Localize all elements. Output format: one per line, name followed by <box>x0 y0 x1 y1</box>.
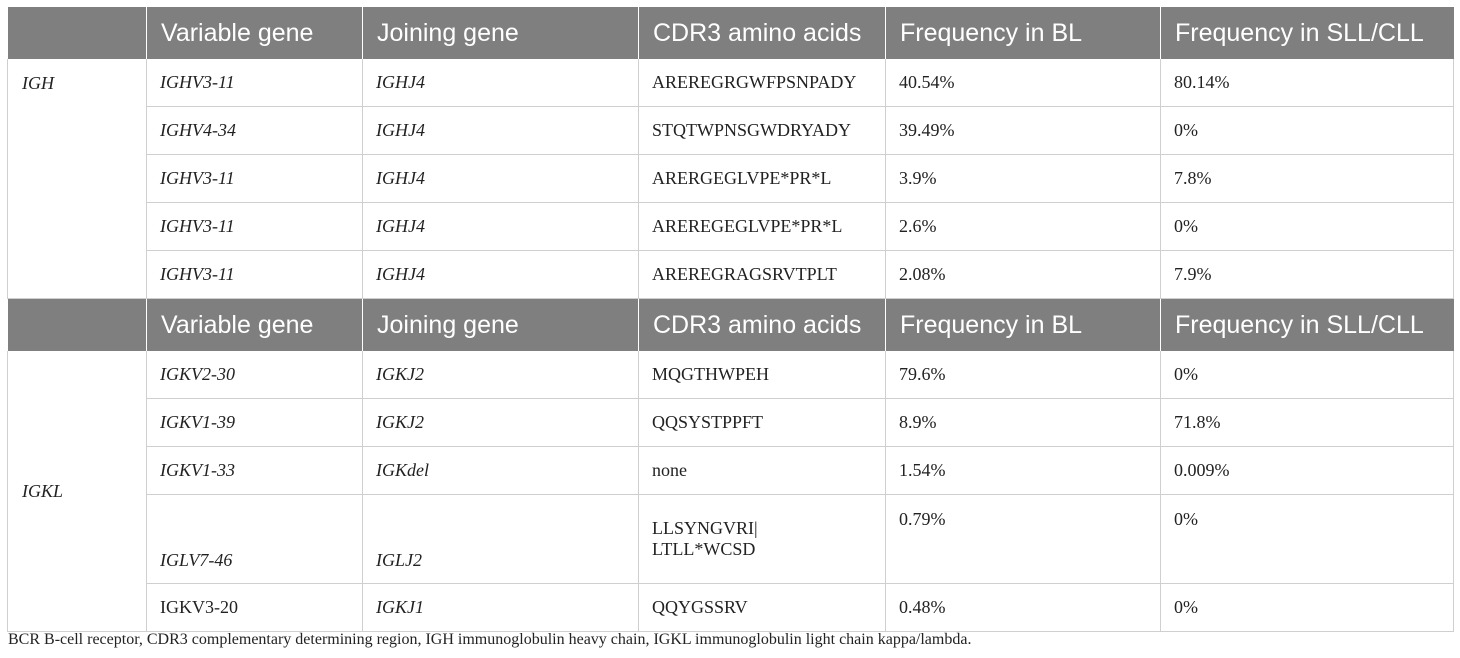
variable-gene-cell: IGKV3-20 <box>146 583 363 632</box>
joining-gene-cell: IGHJ4 <box>362 154 639 203</box>
frequency-sll-cell: 7.9% <box>1160 250 1454 299</box>
header-variable-gene: Variable gene <box>146 7 363 59</box>
header-row: Variable gene Joining gene CDR3 amino ac… <box>7 298 1454 351</box>
joining-gene-cell: IGKJ1 <box>362 583 639 632</box>
frequency-sll-cell: 0% <box>1160 202 1454 251</box>
variable-gene-cell: IGHV4-34 <box>146 106 363 155</box>
header-joining-gene: Joining gene <box>362 7 639 59</box>
table-row: IGHV3-11 IGHJ4 AREREGRAGSRVTPLT 2.08% 7.… <box>8 250 1454 299</box>
variable-gene-cell: IGHV3-11 <box>146 202 363 251</box>
variable-gene-cell: IGLV7-46 <box>146 494 363 584</box>
header-cdr3: CDR3 amino acids <box>638 7 886 59</box>
table-row: IGKV3-20 IGKJ1 QQYGSSRV 0.48% 0% <box>8 583 1454 632</box>
bcr-table: Variable gene Joining gene CDR3 amino ac… <box>7 7 1454 632</box>
frequency-bl-cell: 8.9% <box>885 398 1161 447</box>
cdr3-line: LLSYNGVRI| <box>652 518 758 538</box>
frequency-bl-cell: 2.6% <box>885 202 1161 251</box>
frequency-sll-cell: 0% <box>1160 494 1454 584</box>
joining-gene-cell: IGHJ4 <box>362 202 639 251</box>
header-frequency-sll: Frequency in SLL/CLL <box>1160 7 1454 59</box>
joining-gene-cell: IGHJ4 <box>362 250 639 299</box>
variable-gene-cell: IGKV2-30 <box>146 351 363 399</box>
header-joining-gene: Joining gene <box>362 298 639 351</box>
cdr3-cell: AREREGRGWFPSNPADY <box>638 59 886 107</box>
table-row: IGLV7-46 IGLJ2 LLSYNGVRI| LTLL*WCSD 0.79… <box>8 494 1454 584</box>
cdr3-cell: STQTWPNSGWDRYADY <box>638 106 886 155</box>
frequency-bl-cell: 40.54% <box>885 59 1161 107</box>
cdr3-cell: none <box>638 446 886 495</box>
table-container: Variable gene Joining gene CDR3 amino ac… <box>7 7 1454 632</box>
cdr3-cell: QQYGSSRV <box>638 583 886 632</box>
cdr3-cell: LLSYNGVRI| LTLL*WCSD <box>638 494 886 584</box>
header-row: Variable gene Joining gene CDR3 amino ac… <box>7 7 1454 59</box>
header-cdr3: CDR3 amino acids <box>638 298 886 351</box>
frequency-bl-cell: 2.08% <box>885 250 1161 299</box>
frequency-bl-cell: 0.48% <box>885 583 1161 632</box>
table-row: IGKV1-33 IGKdel none 1.54% 0.009% <box>8 446 1454 495</box>
frequency-sll-cell: 0% <box>1160 106 1454 155</box>
joining-gene-cell: IGHJ4 <box>362 106 639 155</box>
cdr3-cell: AREREGRAGSRVTPLT <box>638 250 886 299</box>
table-row: IGKV1-39 IGKJ2 QQSYSTPPFT 8.9% 71.8% <box>8 398 1454 447</box>
header-frequency-sll: Frequency in SLL/CLL <box>1160 298 1454 351</box>
cdr3-cell: QQSYSTPPFT <box>638 398 886 447</box>
group-label-igkl: IGKL <box>7 351 147 632</box>
variable-gene-cell: IGHV3-11 <box>146 59 363 107</box>
frequency-sll-cell: 80.14% <box>1160 59 1454 107</box>
group-label-igh: IGH <box>7 59 147 299</box>
frequency-bl-cell: 1.54% <box>885 446 1161 495</box>
cdr3-cell: MQGTHWPEH <box>638 351 886 399</box>
table-row: IGKL IGKV2-30 IGKJ2 MQGTHWPEH 79.6% 0% <box>7 351 1454 632</box>
frequency-sll-cell: 7.8% <box>1160 154 1454 203</box>
cdr3-cell: AREREGEGLVPE*PR*L <box>638 202 886 251</box>
table-row: IGHV3-11 IGHJ4 ARERGEGLVPE*PR*L 3.9% 7.8… <box>8 154 1454 203</box>
frequency-bl-cell: 0.79% <box>885 494 1161 584</box>
header-frequency-bl: Frequency in BL <box>885 7 1161 59</box>
frequency-sll-cell: 0.009% <box>1160 446 1454 495</box>
variable-gene-cell: IGHV3-11 <box>146 154 363 203</box>
frequency-sll-cell: 0% <box>1160 351 1454 399</box>
joining-gene-cell: IGKJ2 <box>362 351 639 399</box>
joining-gene-cell: IGKJ2 <box>362 398 639 447</box>
joining-gene-cell: IGHJ4 <box>362 59 639 107</box>
table-row: IGH IGHV3-11 IGHJ4 AREREGRGWFPSNPADY 40.… <box>7 59 1454 299</box>
header-variable-gene: Variable gene <box>146 298 363 351</box>
frequency-sll-cell: 0% <box>1160 583 1454 632</box>
cdr3-line: LTLL*WCSD <box>652 539 756 559</box>
variable-gene-cell: IGHV3-11 <box>146 250 363 299</box>
header-cell-empty <box>7 7 147 59</box>
cdr3-cell: ARERGEGLVPE*PR*L <box>638 154 886 203</box>
header-cell-empty <box>7 298 147 351</box>
frequency-bl-cell: 39.49% <box>885 106 1161 155</box>
table-row: IGHV3-11 IGHJ4 AREREGEGLVPE*PR*L 2.6% 0% <box>8 202 1454 251</box>
header-frequency-bl: Frequency in BL <box>885 298 1161 351</box>
variable-gene-cell: IGKV1-33 <box>146 446 363 495</box>
joining-gene-cell: IGKdel <box>362 446 639 495</box>
table-caption: BCR B-cell receptor, CDR3 complementary … <box>8 631 972 648</box>
frequency-sll-cell: 71.8% <box>1160 398 1454 447</box>
table-row: IGHV4-34 IGHJ4 STQTWPNSGWDRYADY 39.49% 0… <box>8 106 1454 155</box>
frequency-bl-cell: 79.6% <box>885 351 1161 399</box>
variable-gene-cell: IGKV1-39 <box>146 398 363 447</box>
frequency-bl-cell: 3.9% <box>885 154 1161 203</box>
joining-gene-cell: IGLJ2 <box>362 494 639 584</box>
